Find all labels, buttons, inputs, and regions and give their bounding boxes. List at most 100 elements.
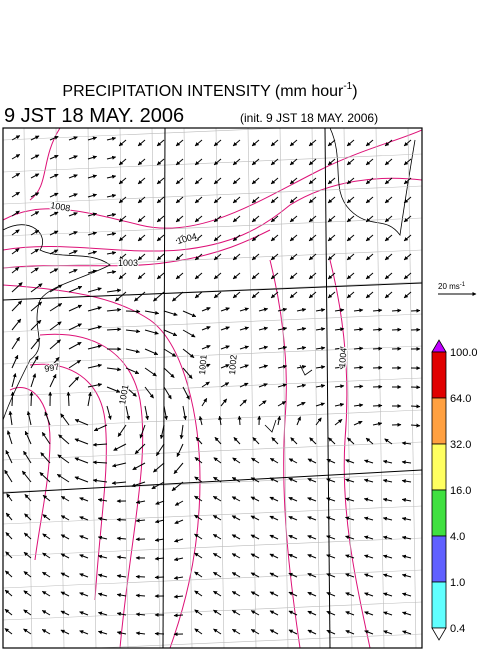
wind-arrow <box>382 535 393 540</box>
wind-arrow <box>118 158 127 166</box>
wind-arrow <box>30 173 40 179</box>
wind-arrow <box>232 457 241 464</box>
wind-arrow <box>269 457 279 464</box>
wind-arrow <box>364 554 374 559</box>
wind-arrow <box>232 253 241 261</box>
wind-arrow <box>182 310 197 318</box>
wind-arrow <box>87 212 98 217</box>
wind-arrow <box>194 514 203 521</box>
grid-line <box>23 128 33 648</box>
wind-arrow <box>30 229 40 236</box>
wind-arrow <box>231 534 241 540</box>
wind-arrow <box>353 346 364 351</box>
map: 1008 1004 1003 997 1001 1001 1002 1004 <box>3 128 422 648</box>
colorbar-label: 4.0 <box>450 531 465 543</box>
wind-arrow <box>163 329 178 337</box>
colorbar-label: 0.4 <box>450 623 465 635</box>
wind-arrow <box>308 272 317 280</box>
wind-arrow <box>346 253 355 261</box>
wind-arrow <box>296 327 307 331</box>
wind-arrow <box>382 554 393 559</box>
wind-arrow <box>213 590 222 597</box>
wind-arrow <box>250 515 260 521</box>
wind-arrow <box>288 553 298 559</box>
wind-arrow <box>49 373 57 388</box>
wind-arrow <box>346 158 355 166</box>
wind-arrow <box>8 410 13 426</box>
wind-arrow <box>365 437 374 445</box>
wind-arrow <box>277 401 287 407</box>
wind-arrow <box>68 304 83 312</box>
wind-arrow <box>156 253 165 261</box>
wind-arrow <box>289 139 298 147</box>
wind-arrow <box>106 307 122 312</box>
wind-arrow <box>137 158 146 166</box>
wind-arrow <box>403 234 412 242</box>
wind-arrow <box>345 573 355 578</box>
grid-line <box>3 409 422 429</box>
wind-arrow <box>30 154 40 160</box>
wind-arrow <box>365 215 374 223</box>
wind-arrow <box>175 158 184 166</box>
wind-arrow <box>363 535 374 540</box>
wind-arrow <box>364 592 374 597</box>
wind-arrow <box>11 135 21 141</box>
wind-arrow <box>334 402 345 407</box>
grid-line <box>87 128 97 648</box>
wind-arrow <box>106 386 121 393</box>
wind-arrow <box>125 329 141 334</box>
wind-arrow <box>175 234 184 242</box>
wind-arrow <box>4 628 13 635</box>
wind-arrow <box>232 628 241 635</box>
wind-arrow <box>39 472 51 483</box>
wind-arrow <box>116 536 127 541</box>
wind-arrow <box>163 367 175 378</box>
grid-line <box>279 128 289 648</box>
wind-arrow <box>68 323 82 331</box>
wind-arrow <box>106 251 117 255</box>
wind-arrow <box>49 135 59 141</box>
wind-arrow <box>30 337 41 350</box>
wind-arrow <box>353 308 364 313</box>
wind-arrow <box>213 139 222 147</box>
wind-arrow <box>97 573 108 578</box>
wind-arrow <box>87 231 98 236</box>
wind-arrow <box>403 272 412 280</box>
wind-arrow <box>307 554 317 559</box>
wind-arrow <box>198 415 203 426</box>
wind-arrow <box>346 177 355 185</box>
wind-arrow <box>269 553 279 559</box>
wind-arrow <box>87 344 102 350</box>
grid-line <box>343 128 353 648</box>
wind-arrow <box>372 403 383 408</box>
wind-arrow <box>60 610 70 616</box>
wind-arrow <box>213 609 222 616</box>
wind-arrow <box>201 307 211 312</box>
scale-label: 20 ms-1 <box>438 282 466 291</box>
wind-arrow <box>106 193 117 198</box>
wind-arrow <box>288 534 298 540</box>
grid-line <box>3 345 422 365</box>
wind-arrow <box>231 572 241 578</box>
wind-arrow <box>154 537 165 542</box>
wind-arrow <box>213 158 222 166</box>
wind-arrow <box>213 234 222 242</box>
wind-arrow <box>213 196 222 204</box>
contour-label: 1004 <box>176 231 198 246</box>
wind-arrow <box>194 196 203 204</box>
wind-arrow <box>30 267 39 274</box>
wind-arrow <box>288 477 298 483</box>
wind-arrow <box>60 515 70 521</box>
wind-arrow <box>383 611 393 616</box>
wind-arrow <box>384 215 393 223</box>
major-lines <box>3 128 422 648</box>
wind-arrow <box>118 272 127 280</box>
wind-arrow <box>5 512 13 521</box>
wind-arrow <box>175 177 184 185</box>
wind-arrow <box>68 155 78 160</box>
wind-arrow <box>315 308 326 313</box>
wind-arrow <box>92 442 108 447</box>
wind-arrow <box>345 611 355 616</box>
wind-arrow <box>401 592 412 597</box>
wind-arrow <box>345 478 355 483</box>
